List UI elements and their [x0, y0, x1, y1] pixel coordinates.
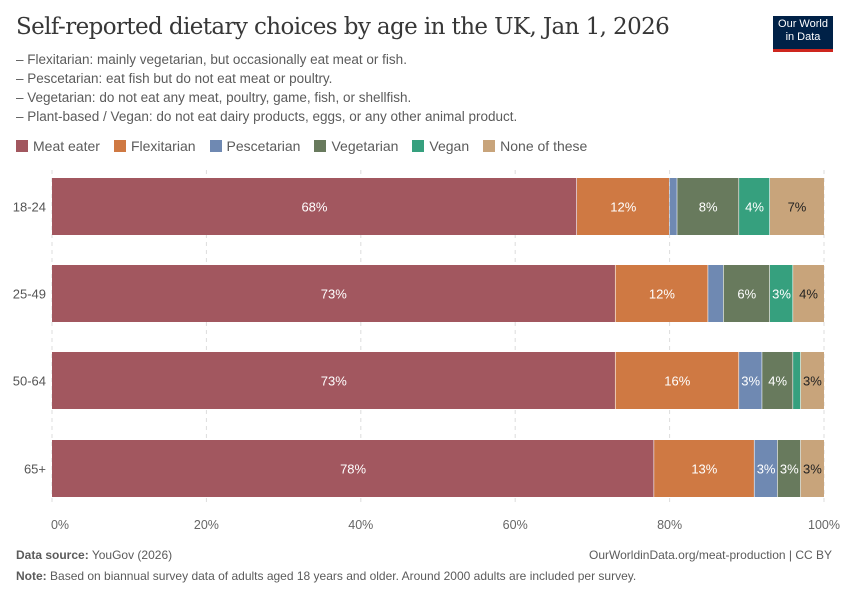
source-text: YouGov (2026): [91, 548, 173, 562]
bar-segment: [708, 265, 724, 322]
bar-segment: [52, 352, 615, 409]
bar-segment: [800, 352, 824, 409]
bar-segment: [754, 440, 778, 497]
bar-segment: [762, 352, 793, 409]
legend-swatch: [209, 140, 222, 152]
subtitle-line: – Plant-based / Vegan: do not eat dairy …: [16, 109, 518, 124]
category-label: 25-49: [13, 287, 46, 302]
bar-segment: [654, 440, 754, 497]
x-tick-label: 60%: [503, 518, 528, 532]
x-tick-label: 40%: [348, 518, 373, 532]
bar-segment: [669, 178, 677, 235]
bar-segment: [793, 352, 801, 409]
legend-item[interactable]: Vegetarian: [314, 138, 398, 154]
legend-swatch: [16, 140, 28, 152]
data-label: 3%: [741, 374, 760, 389]
legend-item[interactable]: Pescetarian: [209, 138, 301, 154]
data-label: 4%: [768, 374, 787, 389]
data-label: 7%: [788, 200, 807, 215]
subtitle-line: – Vegetarian: do not eat any meat, poult…: [16, 90, 412, 105]
subtitle-line: – Flexitarian: mainly vegetarian, but oc…: [16, 52, 407, 67]
source-url[interactable]: OurWorldinData.org/meat-production | CC …: [589, 548, 832, 562]
bar-segment: [615, 352, 739, 409]
data-label: 3%: [780, 462, 799, 477]
legend-label: Vegan: [429, 138, 470, 154]
legend-label: Pescetarian: [226, 138, 301, 154]
legend-swatch: [412, 140, 425, 152]
legend-item[interactable]: None of these: [483, 138, 587, 154]
bar-segment: [739, 178, 770, 235]
data-label: 78%: [340, 462, 366, 477]
data-label: 73%: [321, 287, 347, 302]
data-label: 73%: [321, 374, 347, 389]
x-tick-label: 100%: [808, 518, 840, 532]
bar-segment: [615, 265, 708, 322]
note: Note: Based on biannual survey data of a…: [16, 569, 636, 583]
bar-segment: [52, 265, 615, 322]
data-label: 4%: [745, 200, 764, 215]
category-label: 50-64: [13, 374, 46, 389]
category-label: 65+: [24, 462, 46, 477]
data-label: 13%: [691, 462, 717, 477]
legend-item[interactable]: Vegan: [412, 138, 469, 154]
bar-segment: [739, 352, 762, 409]
legend-label: Flexitarian: [130, 138, 196, 154]
data-label: 3%: [803, 374, 822, 389]
data-label: 3%: [772, 287, 791, 302]
data-label: 4%: [799, 287, 818, 302]
x-tick-label: 20%: [194, 518, 219, 532]
subtitle-line: – Pescetarian: eat fish but do not eat m…: [16, 71, 333, 86]
bar-segment: [793, 265, 824, 322]
data-label: 8%: [699, 200, 718, 215]
data-label: 68%: [301, 200, 327, 215]
chart-title: Self-reported dietary choices by age in …: [16, 14, 670, 40]
bar-segment: [723, 265, 770, 322]
bar-segment: [769, 178, 824, 235]
legend-label: Vegetarian: [331, 138, 399, 154]
legend-label: Meat eater: [33, 138, 100, 154]
legend-swatch: [314, 140, 327, 152]
source-label: Data source:: [16, 548, 89, 562]
x-tick-label: 80%: [657, 518, 682, 532]
bar-segment: [52, 440, 654, 497]
legend: Meat eater Flexitarian Pescetarian Vegetari…: [16, 138, 587, 154]
data-label: 6%: [737, 287, 756, 302]
data-label: 12%: [649, 287, 675, 302]
x-tick-label: 0%: [51, 518, 69, 532]
data-label: 3%: [757, 462, 776, 477]
data-label: 12%: [610, 200, 636, 215]
legend-swatch: [483, 140, 496, 152]
bar-segment: [52, 178, 577, 235]
legend-item[interactable]: Flexitarian: [113, 138, 196, 154]
bar-segment: [777, 440, 801, 497]
bar-segment: [677, 178, 739, 235]
owid-logo[interactable]: Our World in Data: [773, 16, 833, 52]
bar-segment: [800, 440, 824, 497]
note-label: Note:: [16, 569, 47, 583]
bar-segment: [769, 265, 793, 322]
data-source: Data source: YouGov (2026): [16, 548, 172, 562]
data-label: 16%: [664, 374, 690, 389]
note-text: Based on biannual survey data of adults …: [50, 569, 637, 583]
category-label: 18-24: [13, 200, 46, 215]
legend-label: None of these: [500, 138, 588, 154]
legend-swatch: [113, 140, 126, 152]
bar-segment: [576, 178, 669, 235]
legend-item[interactable]: Meat eater: [16, 138, 100, 154]
data-label: 3%: [803, 462, 822, 477]
